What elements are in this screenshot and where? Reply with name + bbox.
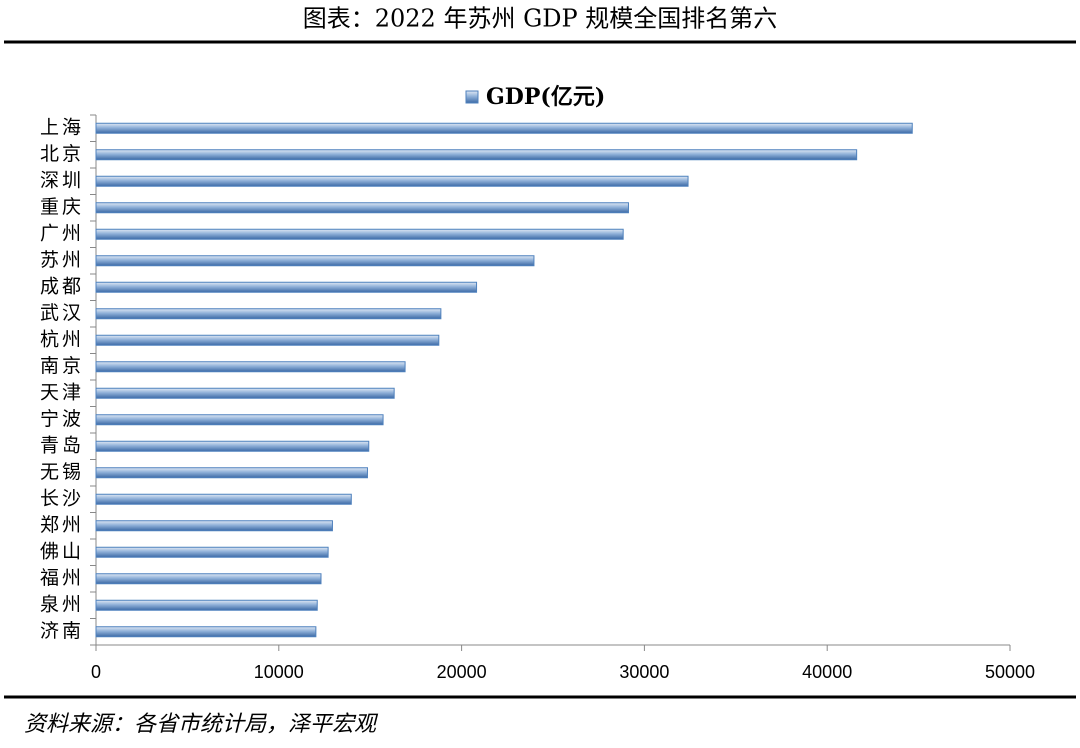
y-tick-label: 深圳 — [40, 169, 84, 191]
y-tick-label: 南京 — [40, 355, 84, 377]
y-tick-label: 北京 — [40, 143, 84, 165]
y-tick-label: 重庆 — [40, 196, 84, 218]
y-tick-label: 天津 — [40, 381, 84, 403]
x-tick-label: 10000 — [254, 662, 304, 682]
bar — [95, 546, 329, 558]
bar — [95, 573, 322, 585]
x-tick-label: 30000 — [619, 662, 669, 682]
legend-swatch — [465, 90, 479, 104]
y-tick-label: 郑州 — [40, 514, 84, 536]
bar — [95, 334, 440, 346]
y-tick-label: 福州 — [40, 567, 84, 589]
bar — [95, 255, 535, 267]
bar — [95, 149, 858, 161]
bar — [95, 493, 352, 505]
x-tick-label: 0 — [91, 662, 101, 682]
y-tick-label: 苏州 — [40, 249, 84, 271]
legend-label: GDP(亿元) — [486, 84, 605, 110]
bar — [95, 122, 913, 134]
y-tick-label: 宁波 — [40, 408, 84, 430]
y-tick-label: 上海 — [40, 116, 84, 138]
y-tick-label: 佛山 — [40, 540, 84, 562]
bar — [95, 175, 689, 187]
x-tick-label: 50000 — [985, 662, 1035, 682]
y-tick-label: 广州 — [40, 222, 84, 244]
y-tick-label: 泉州 — [40, 593, 84, 615]
x-tick-label: 40000 — [802, 662, 852, 682]
y-tick-label: 成都 — [40, 275, 84, 297]
bar — [95, 414, 384, 426]
bar — [95, 520, 333, 532]
y-tick-label: 济南 — [40, 620, 84, 642]
bar — [95, 467, 368, 479]
y-tick-label: 青岛 — [40, 434, 84, 456]
x-tick-label: 20000 — [437, 662, 487, 682]
y-tick-label: 杭州 — [40, 328, 84, 350]
chart-title: 图表：2022 年苏州 GDP 规模全国排名第六 — [303, 5, 778, 33]
bar — [95, 387, 395, 399]
source-note: 资料来源：各省市统计局，泽平宏观 — [24, 712, 379, 737]
bar — [95, 228, 624, 240]
y-tick-label: 长沙 — [40, 487, 84, 509]
bar — [95, 202, 629, 214]
bar — [95, 599, 318, 611]
y-tick-label: 无锡 — [40, 461, 84, 483]
bar — [95, 361, 406, 373]
bar — [95, 440, 370, 452]
y-tick-label: 武汉 — [40, 302, 84, 324]
bar — [95, 626, 317, 638]
bar — [95, 308, 442, 320]
bar — [95, 281, 478, 293]
